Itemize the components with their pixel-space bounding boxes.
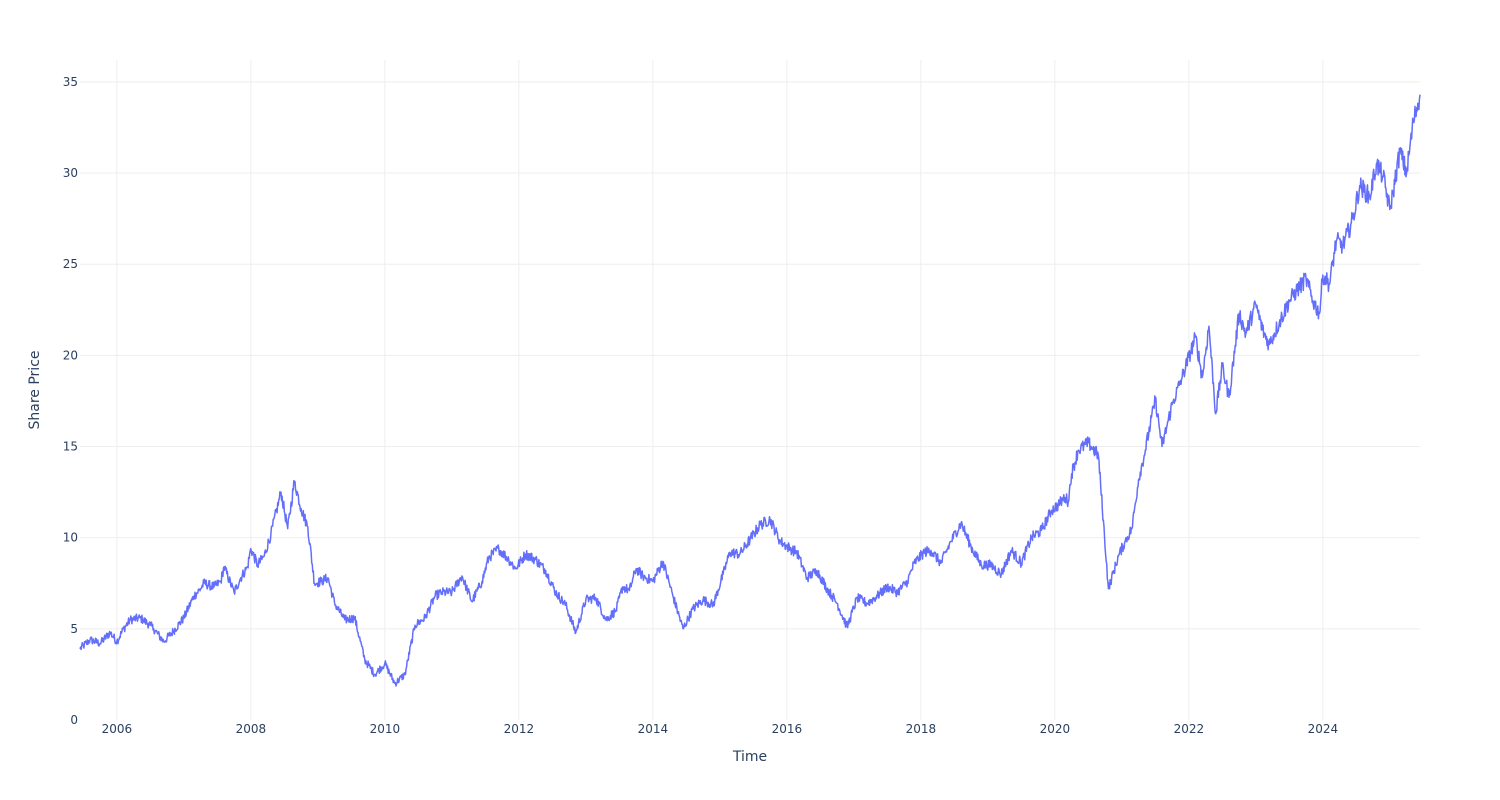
x-axis-ticks: 2006 2008 2010 2012 2014 2016 2018 2020 2022 2024 bbox=[102, 722, 1339, 736]
y-tick-label: 0 bbox=[70, 713, 78, 727]
x-tick-label: 2014 bbox=[638, 722, 669, 736]
x-tick-label: 2016 bbox=[772, 722, 803, 736]
y-axis-title: Share Price bbox=[27, 350, 43, 429]
x-tick-label: 2018 bbox=[906, 722, 937, 736]
x-axis-title: Time bbox=[732, 749, 767, 765]
y-tick-label: 15 bbox=[63, 440, 78, 454]
y-axis-ticks: 0 5 10 15 20 25 30 35 bbox=[63, 75, 78, 727]
x-tick-label: 2022 bbox=[1174, 722, 1205, 736]
x-tick-label: 2012 bbox=[504, 722, 535, 736]
x-tick-label: 2024 bbox=[1308, 722, 1339, 736]
y-gridlines bbox=[80, 81, 1420, 630]
x-gridlines bbox=[116, 60, 1324, 720]
series-layer bbox=[79, 94, 1421, 687]
x-tick-label: 2020 bbox=[1040, 722, 1071, 736]
y-tick-label: 30 bbox=[63, 166, 78, 180]
y-tick-label: 35 bbox=[63, 75, 78, 89]
y-tick-label: 20 bbox=[63, 348, 78, 362]
y-tick-label: 5 bbox=[70, 622, 78, 636]
y-tick-label: 10 bbox=[63, 531, 78, 545]
x-tick-label: 2008 bbox=[236, 722, 267, 736]
share-price-line bbox=[79, 94, 1421, 687]
x-tick-label: 2010 bbox=[370, 722, 401, 736]
x-tick-label: 2006 bbox=[102, 722, 133, 736]
y-tick-label: 25 bbox=[63, 257, 78, 271]
